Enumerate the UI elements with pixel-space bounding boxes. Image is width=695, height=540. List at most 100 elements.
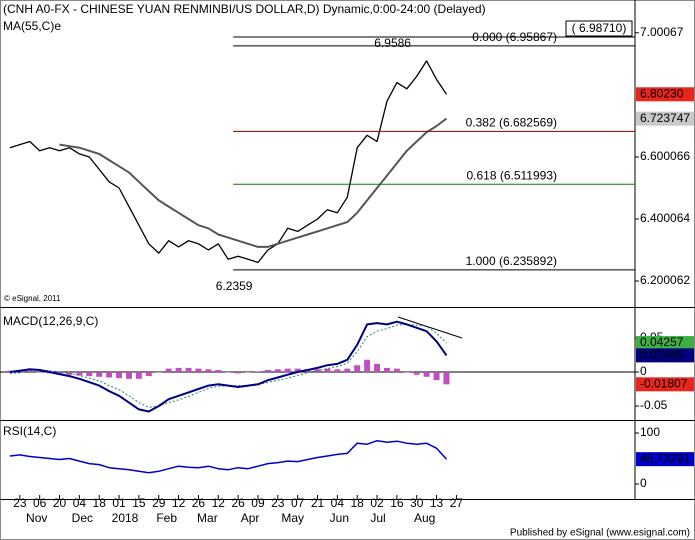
y-tick-label: 6.200062: [640, 273, 690, 287]
x-tick-label: 23: [271, 496, 285, 510]
x-tick-label: 29: [152, 496, 166, 510]
x-tick-label: 13: [430, 496, 444, 510]
x-tick-label: 30: [410, 496, 424, 510]
histogram-bar: [374, 363, 381, 373]
month-label: Jul: [370, 511, 385, 525]
x-tick-label: 18: [351, 496, 365, 510]
histogram-bar: [433, 372, 440, 381]
last-value-box: [636, 336, 694, 351]
last-value-label: -0.01807: [640, 376, 688, 390]
y-tick-label: 100: [640, 425, 660, 439]
x-tick-label: 20: [53, 496, 67, 510]
month-label: Mar: [197, 511, 218, 525]
month-label: 2018: [112, 511, 139, 525]
histogram-bar: [443, 372, 450, 385]
y-tick-label: -0.05: [640, 398, 668, 412]
x-tick-label: 07: [291, 496, 305, 510]
histogram-bar: [334, 369, 341, 373]
annotation: 6.2359: [216, 279, 253, 293]
histogram-bar: [383, 367, 390, 373]
histogram-bar: [324, 368, 331, 373]
last-value-box: [636, 377, 694, 392]
last-value-label: 0.02449: [640, 348, 684, 362]
x-tick-label: 21: [311, 496, 325, 510]
x-tick-label: 18: [93, 496, 107, 510]
fib-label: 1.000 (6.235892): [466, 254, 557, 268]
y-tick-label: 7.00067: [640, 25, 684, 39]
x-tick-label: 27: [450, 496, 464, 510]
fib-label: 0.618 (6.511993): [466, 168, 557, 182]
series-line: [9, 60, 448, 264]
panel-subtitle: MA(55,C)e: [3, 19, 61, 33]
footer: Published by eSignal (www.esignal.com): [510, 528, 690, 539]
x-tick-label: 26: [192, 496, 206, 510]
panel-title: MACD(12,26,9,C): [3, 314, 98, 328]
histogram-bar: [225, 372, 232, 373]
histogram-bar: [106, 372, 113, 378]
y-tick-label: 0: [640, 476, 647, 490]
histogram-bar: [403, 372, 410, 373]
histogram-bar: [36, 372, 43, 373]
histogram-bar: [195, 368, 202, 373]
y-tick-label: 6.400064: [640, 211, 690, 225]
fib-label: 0.382 (6.682569): [466, 116, 557, 130]
month-label: May: [281, 511, 304, 525]
panel-title: (CNH A0-FX - CHINESE YUAN RENMINBI/US DO…: [3, 2, 486, 16]
x-tick-label: 04: [73, 496, 87, 510]
x-tick-label: 04: [331, 496, 345, 510]
histogram-bar: [125, 372, 132, 379]
histogram-bar: [354, 365, 361, 373]
month-label: Aug: [414, 511, 435, 525]
y-tick-label: 6.600066: [640, 149, 690, 163]
x-tick-label: 15: [132, 496, 146, 510]
x-tick-label: 12: [172, 496, 186, 510]
month-label: Dec: [72, 511, 93, 525]
histogram-bar: [364, 359, 371, 373]
month-label: Jun: [330, 511, 349, 525]
histogram-bar: [96, 372, 103, 377]
last-value-label: 6.723747: [640, 111, 690, 125]
histogram-bar: [185, 367, 192, 373]
histogram-bar: [86, 372, 93, 377]
histogram-bar: [135, 372, 142, 379]
x-tick-label: 02: [370, 496, 384, 510]
histogram-bar: [413, 372, 420, 375]
series-line: [9, 439, 448, 474]
histogram-bar: [145, 372, 152, 377]
histogram-bar: [274, 369, 281, 373]
last-value-box: [636, 452, 694, 467]
histogram-bar: [116, 372, 123, 379]
histogram-bar: [26, 370, 33, 373]
x-tick-label: 06: [33, 496, 47, 510]
histogram-bar: [215, 369, 222, 373]
histogram-bar: [235, 372, 242, 374]
histogram-bar: [56, 372, 63, 375]
last-value-label: 48.73291: [640, 451, 690, 465]
last-value-label: 6.80230: [640, 86, 684, 100]
histogram-bar: [393, 368, 400, 373]
x-tick-label: 01: [112, 496, 126, 510]
histogram-bar: [284, 368, 291, 373]
month-label: Apr: [241, 511, 260, 525]
series-line: [59, 117, 448, 248]
histogram-bar: [165, 368, 172, 373]
month-label: Feb: [156, 511, 177, 525]
histogram-bar: [175, 367, 182, 373]
annotation: 6.9586: [374, 36, 411, 50]
last-value-label: 0.04257: [640, 335, 684, 349]
histogram-bar: [245, 372, 252, 373]
last-value-box: [636, 87, 694, 102]
copyright: © eSignal, 2011: [4, 294, 61, 303]
month-label: Nov: [26, 511, 47, 525]
high-box: [565, 20, 633, 37]
histogram-bar: [76, 372, 83, 376]
series-line: [9, 320, 448, 413]
panel-title: RSI(14,C): [3, 424, 56, 438]
x-tick-label: 12: [212, 496, 226, 510]
last-value-box: [636, 348, 694, 363]
histogram-bar: [344, 368, 351, 373]
histogram-bar: [205, 369, 212, 373]
histogram-bar: [423, 372, 430, 377]
histogram-bar: [264, 369, 271, 373]
last-value-box: [636, 111, 694, 126]
